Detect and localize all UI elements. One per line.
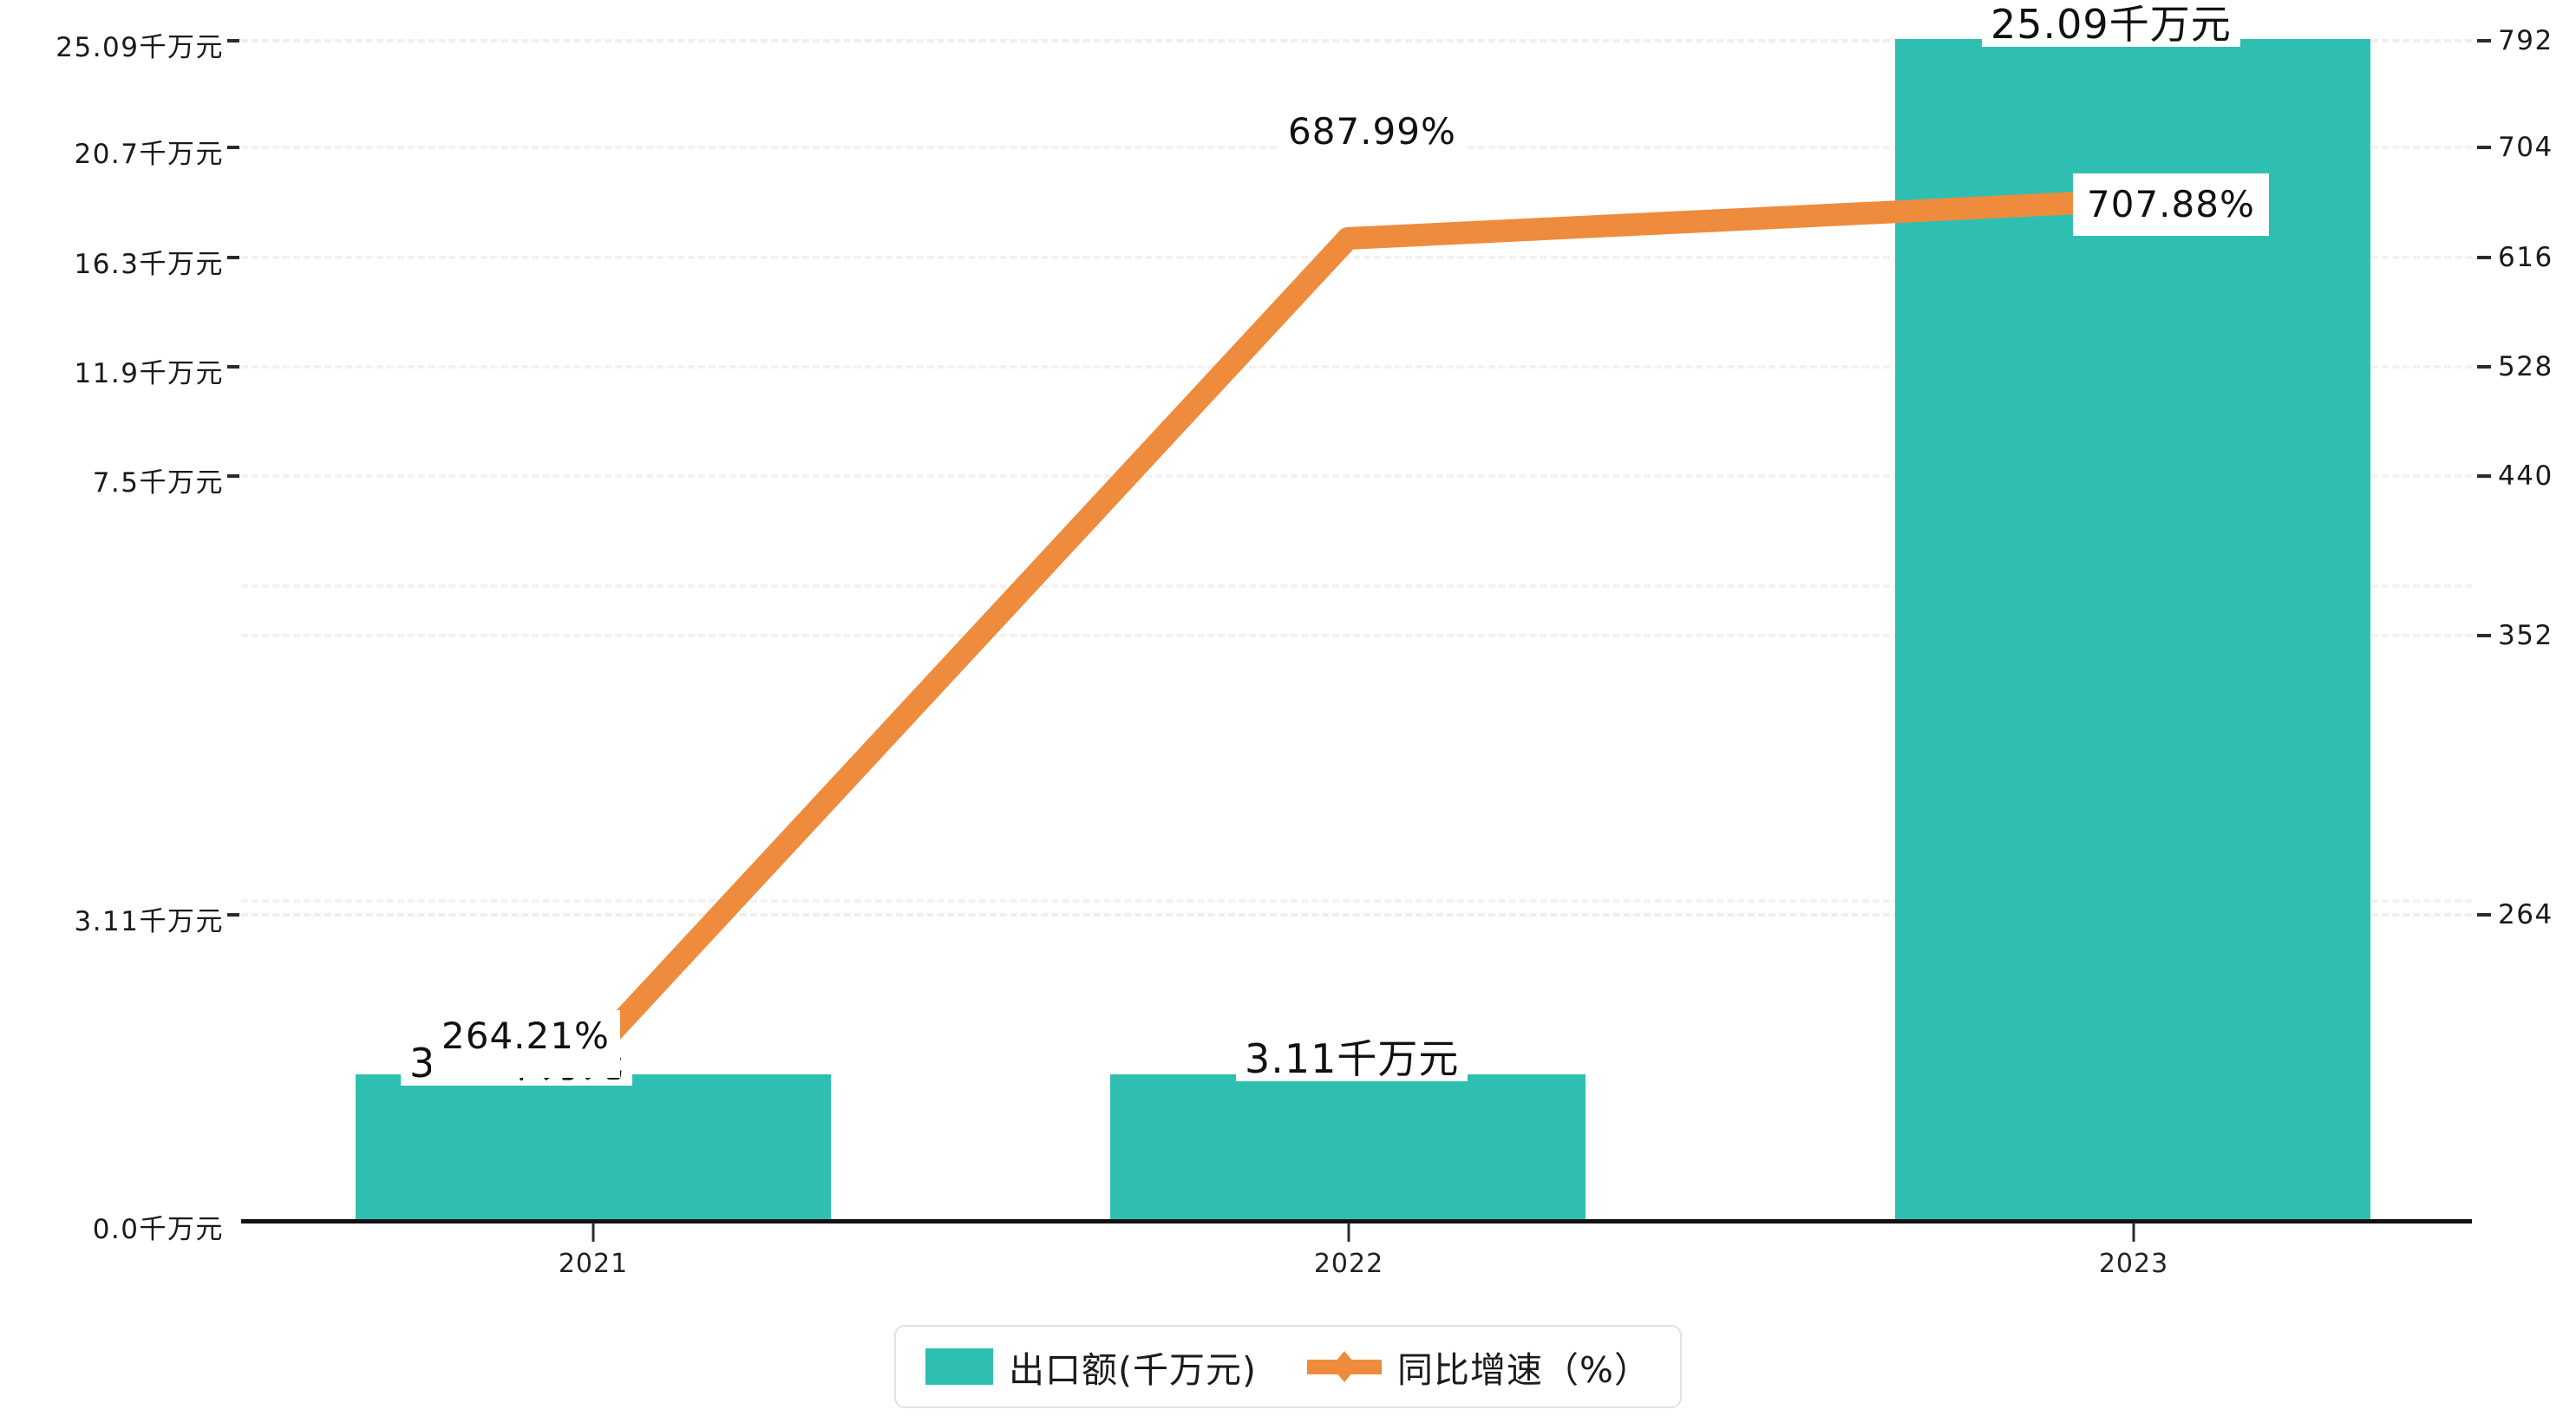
legend-diamond-marker-icon: [1331, 1351, 1358, 1382]
line-label-2021-text: 264.21%: [441, 1015, 610, 1057]
y-axis-right-label-3: 528: [2498, 351, 2553, 382]
y-axis-left-tick-6: [227, 39, 239, 42]
y-axis-right-tick-1: [2477, 634, 2491, 637]
gridline-3: [241, 913, 2472, 917]
y-axis-right-label-6: 792: [2498, 25, 2553, 56]
gridline-mid2: [241, 634, 2472, 637]
y-axis-right-label-5: 704: [2498, 132, 2553, 163]
y-axis-right-tick-2: [2477, 474, 2491, 478]
y-axis-right-label-2: 440: [2498, 460, 2553, 492]
line-label-2022-text: 687.99%: [1288, 110, 1456, 153]
y-axis-left-tick-2: [227, 474, 239, 478]
bar-2023[interactable]: [1895, 39, 2370, 1221]
line-label-2023-text: 707.88%: [2087, 183, 2255, 225]
y-axis-left-label-1: 3.11千万元: [74, 906, 224, 937]
line-label-2022: 687.99%: [1279, 111, 1465, 153]
y-axis-right-tick-4: [2477, 256, 2491, 259]
x-axis-label-2021: 2021: [558, 1249, 629, 1279]
y-axis-right-tick-0: [2477, 913, 2491, 917]
bar-2022[interactable]: [1110, 1074, 1585, 1221]
line-series-svg: [585, 189, 2134, 1060]
plot-area: [241, 39, 2472, 1221]
gridline-11: [241, 365, 2472, 369]
y-axis-left-label-6: 25.09千万元: [56, 32, 224, 63]
y-axis-left-label-4: 16.3千万元: [74, 249, 224, 280]
legend-label-export-amount: 出口额(千万元): [1009, 1349, 1258, 1391]
y-axis-left-tick-5: [227, 146, 239, 149]
gridline-16: [241, 256, 2472, 259]
y-axis-right-tick-3: [2477, 365, 2491, 369]
x-axis-line: [241, 1219, 2472, 1224]
y-axis-left-label-0: 0.0千万元: [92, 1214, 224, 1245]
y-axis-left-label-5: 20.7千万元: [74, 139, 224, 170]
legend-line-swatch-icon: [1307, 1348, 1383, 1385]
y-axis-left-label-2: 7.5千万元: [92, 467, 224, 499]
gridline-3b: [241, 899, 2472, 903]
y-axis-left-tick-4: [227, 256, 239, 259]
y-axis-left-tick-3: [227, 365, 239, 369]
bar-label-2023: 25.09千万元: [1982, 1, 2240, 48]
legend-label-yoy-growth: 同比增速（%）: [1397, 1349, 1651, 1391]
legend-bar-swatch-icon: [925, 1348, 994, 1385]
y-axis-left-label-3: 11.9千万元: [74, 358, 224, 389]
line-label-2023: 707.88%: [2073, 173, 2269, 237]
bar-2021[interactable]: [356, 1074, 831, 1221]
y-axis-left-tick-1: [227, 913, 239, 917]
gridline-7: [241, 474, 2472, 478]
legend-item-export-amount[interactable]: 出口额(千万元): [925, 1341, 1257, 1393]
x-axis-tick-2023: [2132, 1223, 2135, 1242]
x-axis-label-2023: 2023: [2098, 1249, 2169, 1279]
y-axis-right-label-0: 264: [2498, 899, 2553, 930]
y-axis-right-label-1: 352: [2498, 620, 2553, 651]
gridline-25: [241, 39, 2472, 42]
y-axis-right-tick-5: [2477, 146, 2491, 149]
x-axis-tick-2021: [592, 1223, 595, 1242]
bar-label-2022-text: 3.11千万元: [1245, 1035, 1460, 1082]
bar-label-2022: 3.11千万元: [1236, 1035, 1468, 1082]
line-yoy-growth: [585, 189, 2134, 1060]
line-label-2021: 264.21%: [431, 1010, 620, 1079]
gridline-mid1: [241, 584, 2472, 588]
legend-item-yoy-growth[interactable]: 同比增速（%）: [1307, 1341, 1651, 1393]
y-axis-right-label-4: 616: [2498, 242, 2553, 273]
bar-label-2023-text: 25.09千万元: [1991, 1, 2232, 48]
y-axis-right-tick-6: [2477, 39, 2491, 42]
x-axis-tick-2022: [1347, 1223, 1350, 1242]
chart-legend: 出口额(千万元) 同比增速（%）: [894, 1325, 1682, 1408]
x-axis-label-2022: 2022: [1313, 1249, 1384, 1279]
